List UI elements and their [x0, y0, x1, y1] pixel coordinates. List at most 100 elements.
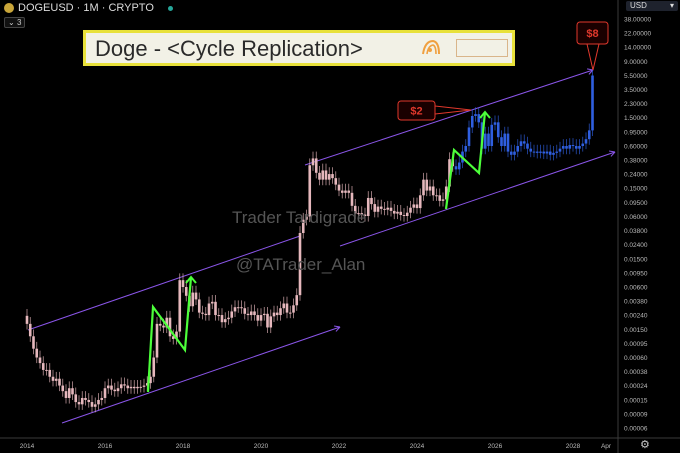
y-tick-label: 0.00060	[624, 355, 648, 362]
history-candle	[181, 280, 185, 288]
annotation-8-label: $8	[586, 28, 598, 40]
history-candle	[136, 386, 139, 389]
history-candle	[168, 317, 172, 337]
history-candle	[389, 207, 393, 211]
history-candle	[337, 184, 341, 191]
history-candle	[210, 301, 214, 304]
projection-candle	[565, 146, 568, 149]
arrow-head	[334, 325, 341, 328]
history-candle	[171, 336, 175, 339]
history-candle	[201, 312, 204, 314]
history-candle	[334, 178, 338, 185]
history-candle	[110, 385, 113, 390]
watermark-name: Trader Tardigrade	[232, 208, 367, 227]
history-candle	[311, 158, 315, 166]
history-candle	[217, 315, 221, 317]
history-candle	[97, 399, 100, 405]
indicators-toggle[interactable]: ⌄ 3	[4, 17, 26, 28]
x-tick-label: 2026	[488, 443, 503, 450]
history-candle	[386, 207, 390, 210]
y-tick-label: 0.00015	[624, 397, 648, 404]
history-candle	[152, 357, 156, 377]
history-candle	[357, 213, 360, 215]
symbol-header[interactable]: DOGEUSD · 1M · CRYPTO	[4, 2, 173, 14]
history-candle	[347, 190, 351, 193]
projection-candle	[483, 133, 487, 149]
x-tick-label: 2016	[98, 443, 113, 450]
projection-candle	[467, 127, 471, 147]
history-candle	[191, 292, 195, 307]
y-tick-label: 0.01500	[624, 256, 648, 263]
history-candle	[301, 219, 305, 234]
history-candle	[272, 312, 276, 317]
history-candle	[132, 386, 136, 389]
y-tick-label: 0.06000	[624, 214, 648, 221]
history-candle	[292, 305, 295, 313]
x-tick-label: 2022	[332, 443, 347, 450]
projection-candle	[454, 166, 458, 170]
projection-candle	[522, 141, 526, 144]
history-candle	[61, 385, 65, 392]
history-candle	[223, 319, 227, 323]
history-candle	[435, 195, 438, 197]
currency-select[interactable]: USD ▾	[626, 1, 678, 11]
projection-candle	[493, 122, 497, 125]
history-candle	[441, 199, 445, 201]
y-tick-label: 38.00000	[624, 17, 651, 24]
history-candle	[25, 315, 29, 324]
indicator-count: 3	[16, 18, 22, 27]
history-candle	[240, 307, 243, 309]
history-candle	[370, 197, 373, 205]
gear-icon[interactable]: ⚙	[640, 439, 650, 451]
history-candle	[145, 383, 149, 386]
history-candle	[233, 307, 237, 312]
history-candle	[295, 295, 299, 306]
channel-2-lower	[339, 151, 616, 247]
logo-caption	[456, 39, 508, 57]
chart-title: Doge - <Cycle Replication>	[95, 36, 363, 61]
currency-label: USD	[630, 1, 647, 10]
history-candle	[54, 378, 58, 381]
history-candle	[392, 210, 396, 214]
history-candle	[116, 388, 120, 392]
history-candle	[28, 323, 32, 337]
history-candle	[214, 301, 217, 316]
history-candle	[428, 186, 432, 191]
history-candle	[227, 317, 230, 320]
projection-candle	[574, 146, 578, 149]
projection-candle	[545, 151, 549, 154]
history-candle	[41, 363, 45, 370]
arrow-head	[610, 151, 616, 157]
arrow-head	[609, 150, 616, 153]
history-candle	[275, 312, 279, 316]
x-tick-label: 2024	[410, 443, 425, 450]
projection-candle	[509, 151, 513, 155]
history-candle	[256, 315, 260, 321]
y-tick-label: 14.00000	[624, 45, 651, 52]
y-tick-label: 0.00380	[624, 299, 648, 306]
history-candle	[373, 204, 377, 212]
history-candle	[376, 206, 380, 212]
history-candle	[220, 315, 224, 323]
history-candle	[236, 307, 240, 309]
history-candle	[318, 172, 321, 180]
history-candle	[344, 190, 347, 193]
history-candle	[279, 308, 282, 316]
history-candle	[425, 179, 429, 191]
history-candle	[405, 212, 409, 217]
annotation-2-pointer	[434, 105, 472, 115]
history-candle	[353, 205, 357, 214]
projection-candle	[477, 114, 481, 123]
y-tick-label: 0.02400	[624, 242, 648, 249]
y-tick-label: 0.00009	[624, 411, 648, 418]
history-candle	[249, 311, 253, 316]
projection-candle	[591, 75, 594, 131]
projection-candle	[496, 122, 500, 138]
history-candle	[360, 213, 364, 215]
y-tick-label: 0.00038	[624, 369, 648, 376]
y-tick-label: 0.00006	[624, 426, 648, 433]
projection-candle	[490, 124, 494, 147]
x-tick-label: 2014	[20, 443, 35, 450]
history-candle	[184, 287, 188, 296]
